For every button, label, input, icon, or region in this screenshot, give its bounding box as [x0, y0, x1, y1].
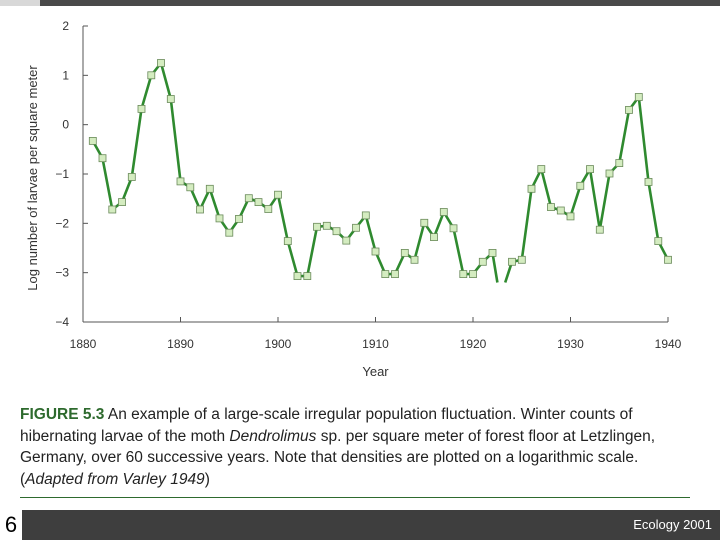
data-point: [625, 106, 633, 114]
x-tick-label: 1920: [460, 337, 487, 351]
chart-ticks: 1880 1890 1900 1910 1920 1930 1940 2 1 0 −1 −2 −3 −4: [55, 19, 681, 351]
figure-caption: FIGURE 5.3 An example of a large-scale i…: [20, 404, 700, 490]
data-point: [488, 248, 497, 257]
data-point: [283, 237, 292, 246]
data-point: [469, 270, 477, 279]
y-tick-label: 0: [62, 118, 69, 132]
data-point: [410, 255, 419, 264]
population-chart: 1880 1890 1900 1910 1920 1930 1940210−1−2−3−4 …: [25, 19, 682, 379]
data-point: [391, 270, 399, 279]
data-point: [517, 255, 526, 264]
caption-source: Adapted from Varley 1949: [25, 470, 205, 488]
data-point: [586, 165, 594, 174]
chart-series: [88, 59, 672, 283]
data-point: [430, 233, 438, 242]
data-point: [400, 248, 409, 257]
data-point: [205, 184, 214, 193]
x-tick-label: 1930: [557, 337, 584, 351]
data-point: [634, 93, 643, 101]
data-point: [439, 208, 448, 216]
slide-number: 6: [0, 510, 22, 540]
x-tick-label: 1880: [70, 337, 97, 351]
data-point: [196, 205, 204, 214]
data-point: [332, 227, 341, 236]
data-point: [615, 159, 624, 168]
figure-label: FIGURE 5.3: [20, 406, 105, 423]
footer-text: Ecology 2001: [633, 517, 712, 532]
series-line: [503, 95, 670, 283]
data-point: [547, 203, 555, 212]
series-line: [91, 61, 499, 283]
data-point: [576, 181, 585, 190]
data-point: [235, 214, 243, 223]
caption-text-3: ): [204, 470, 210, 488]
data-point: [527, 184, 536, 193]
data-point: [322, 221, 331, 230]
data-point: [303, 272, 312, 281]
data-point: [254, 198, 263, 207]
data-point: [127, 173, 136, 181]
data-point: [313, 222, 321, 231]
top-bar: [0, 0, 720, 6]
y-tick-label: −1: [55, 167, 69, 181]
data-point: [361, 211, 370, 220]
data-point: [137, 105, 146, 113]
y-axis-label: Log number of larvae per square meter: [25, 65, 40, 291]
data-point: [654, 237, 663, 246]
y-tick-label: 1: [62, 68, 69, 82]
data-point: [147, 71, 156, 80]
data-point: [118, 198, 126, 207]
data-point: [274, 190, 282, 199]
x-tick-label: 1940: [655, 337, 682, 351]
chart-axes: [82, 26, 668, 323]
data-point: [244, 194, 253, 203]
caption-text-2: sp. per square meter of forest floor at …: [20, 427, 655, 488]
data-point: [478, 257, 487, 266]
data-point: [264, 205, 273, 213]
data-point: [664, 255, 672, 264]
x-tick-label: 1910: [362, 337, 389, 351]
x-axis-label: Year: [362, 364, 389, 379]
data-point: [108, 205, 117, 214]
data-point: [459, 270, 468, 279]
data-point: [166, 95, 175, 103]
data-point: [88, 136, 97, 145]
data-point: [449, 224, 458, 233]
caption-species: Dendrolimus: [229, 427, 317, 445]
data-point: [342, 236, 351, 245]
data-point: [293, 272, 302, 281]
data-point: [176, 177, 185, 186]
x-tick-label: 1890: [167, 337, 194, 351]
data-point: [508, 257, 516, 266]
y-tick-label: −2: [55, 216, 69, 230]
data-point: [186, 183, 195, 192]
data-point: [98, 154, 107, 163]
data-point: [381, 270, 390, 279]
data-point: [420, 218, 429, 227]
caption-divider: [20, 497, 690, 498]
data-point: [644, 177, 653, 186]
caption-text-1: An example of a large-scale irregular po…: [20, 406, 633, 445]
data-point: [225, 228, 234, 237]
data-point: [352, 223, 360, 232]
data-point: [537, 165, 546, 174]
y-tick-label: 2: [62, 19, 69, 33]
footer-bar: 6 Ecology 2001: [0, 510, 720, 540]
data-point: [157, 59, 165, 67]
y-tick-label: −4: [55, 315, 69, 329]
data-point: [595, 225, 604, 234]
data-point: [556, 206, 565, 215]
x-tick-label: 1900: [265, 337, 292, 351]
data-point: [566, 212, 575, 221]
data-point: [605, 169, 614, 178]
y-tick-label: −3: [55, 266, 69, 280]
data-point: [215, 214, 224, 223]
data-point: [371, 247, 380, 256]
